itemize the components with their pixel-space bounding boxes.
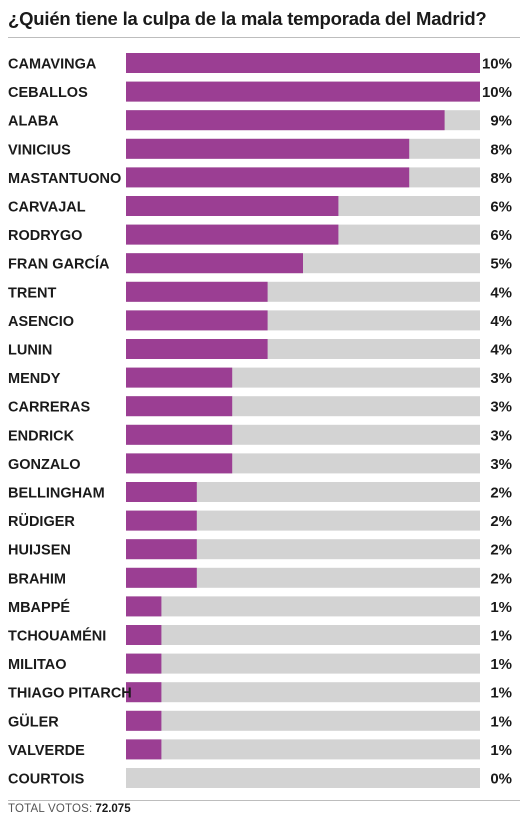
value-label: 3%: [490, 456, 512, 473]
value-label: 6%: [490, 227, 512, 244]
category-label: CARRERAS: [8, 400, 91, 416]
value-label: 1%: [490, 656, 512, 673]
value-label: 2%: [490, 570, 512, 587]
total-votes-label: TOTAL VOTOS:: [8, 803, 93, 815]
category-label: CEBALLOS: [8, 85, 88, 101]
bar-chart: CAMAVINGA 10% CEBALLOS 10% ALABA 9% VINICIUS 8%…: [8, 53, 512, 788]
title-divider: [8, 37, 520, 38]
bar-track: [126, 653, 480, 674]
value-label: 2%: [490, 513, 512, 530]
category-label: MASTANTUONO: [8, 171, 121, 187]
value-label: 4%: [490, 313, 512, 330]
category-label: VINICIUS: [8, 142, 71, 158]
value-label: 6%: [490, 199, 512, 216]
value-label: 2%: [490, 485, 512, 502]
total-votes-value: 72.075: [95, 803, 131, 815]
bar: [126, 653, 162, 674]
category-label: LUNIN: [8, 343, 52, 359]
value-label: 8%: [490, 141, 512, 158]
value-label: 0%: [490, 771, 512, 788]
value-label: 10%: [482, 56, 512, 73]
value-label: 1%: [490, 628, 512, 645]
category-label: COURTOIS: [8, 772, 85, 788]
category-label: ASENCIO: [8, 314, 74, 330]
bar: [126, 396, 233, 417]
bar-track: [126, 682, 480, 703]
category-label: CARVAJAL: [8, 200, 86, 216]
category-label: MENDY: [8, 371, 61, 387]
category-label: RÜDIGER: [8, 513, 75, 530]
category-label: TRENT: [8, 285, 56, 301]
category-label: BELLINGHAM: [8, 486, 105, 502]
category-label: ENDRICK: [8, 428, 75, 444]
value-label: 1%: [490, 685, 512, 702]
bar: [126, 53, 480, 73]
bar-track: [126, 482, 480, 502]
value-label: 4%: [490, 284, 512, 301]
bar-track: [126, 739, 480, 760]
bar-track: [126, 510, 480, 531]
bar: [126, 196, 339, 216]
category-label: MILITAO: [8, 657, 67, 673]
bar: [126, 510, 197, 531]
value-label: 3%: [490, 399, 512, 416]
value-label: 5%: [490, 256, 512, 273]
bar: [126, 625, 162, 645]
category-label: MBAPPÉ: [8, 599, 70, 616]
bar: [126, 310, 268, 331]
bar-track: [126, 768, 480, 788]
bar: [126, 167, 410, 188]
bar: [126, 281, 268, 302]
bar: [126, 367, 233, 388]
bar: [126, 224, 339, 245]
value-label: 2%: [490, 542, 512, 559]
bar: [126, 710, 162, 731]
category-label: TCHOUAMÉNI: [8, 628, 106, 645]
category-label: ALABA: [8, 114, 59, 130]
bar-track: [126, 567, 480, 588]
value-label: 1%: [490, 599, 512, 616]
bar: [126, 81, 480, 102]
chart-title: ¿Quién tiene la culpa de la mala tempora…: [8, 8, 487, 29]
value-label: 10%: [482, 84, 512, 101]
category-label: CAMAVINGA: [8, 57, 97, 73]
value-label: 1%: [490, 742, 512, 759]
bar: [126, 539, 197, 560]
value-label: 3%: [490, 370, 512, 387]
bar-track: [126, 539, 480, 560]
bar: [126, 596, 162, 617]
bar-track: [126, 710, 480, 731]
bar: [126, 682, 162, 703]
category-label: THIAGO PITARCH: [8, 686, 132, 702]
bar: [126, 253, 303, 274]
category-label: RODRYGO: [8, 228, 82, 244]
category-label: GÜLER: [8, 713, 59, 730]
bar: [126, 567, 197, 588]
value-label: 3%: [490, 427, 512, 444]
value-label: 8%: [490, 170, 512, 187]
category-label: HUIJSEN: [8, 543, 71, 559]
bar: [126, 453, 233, 474]
bar: [126, 138, 410, 159]
category-label: FRAN GARCÍA: [8, 256, 110, 273]
category-label: VALVERDE: [8, 743, 85, 759]
bar: [126, 110, 445, 131]
bar: [126, 424, 233, 445]
bar: [126, 482, 197, 502]
category-label: GONZALO: [8, 457, 81, 473]
bar-track: [126, 625, 480, 645]
bar: [126, 339, 268, 359]
category-label: BRAHIM: [8, 571, 66, 587]
footer: TOTAL VOTOS: 72.075: [8, 800, 520, 815]
bar-track: [126, 596, 480, 617]
bar: [126, 739, 162, 760]
value-label: 1%: [490, 713, 512, 730]
value-label: 4%: [490, 342, 512, 359]
value-label: 9%: [490, 113, 512, 130]
